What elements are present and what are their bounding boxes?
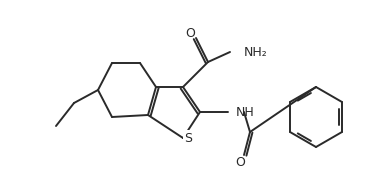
Text: S: S [184, 132, 192, 145]
Text: O: O [185, 26, 195, 39]
Text: O: O [235, 156, 245, 169]
Text: NH: NH [236, 105, 255, 118]
Text: NH₂: NH₂ [244, 46, 268, 59]
